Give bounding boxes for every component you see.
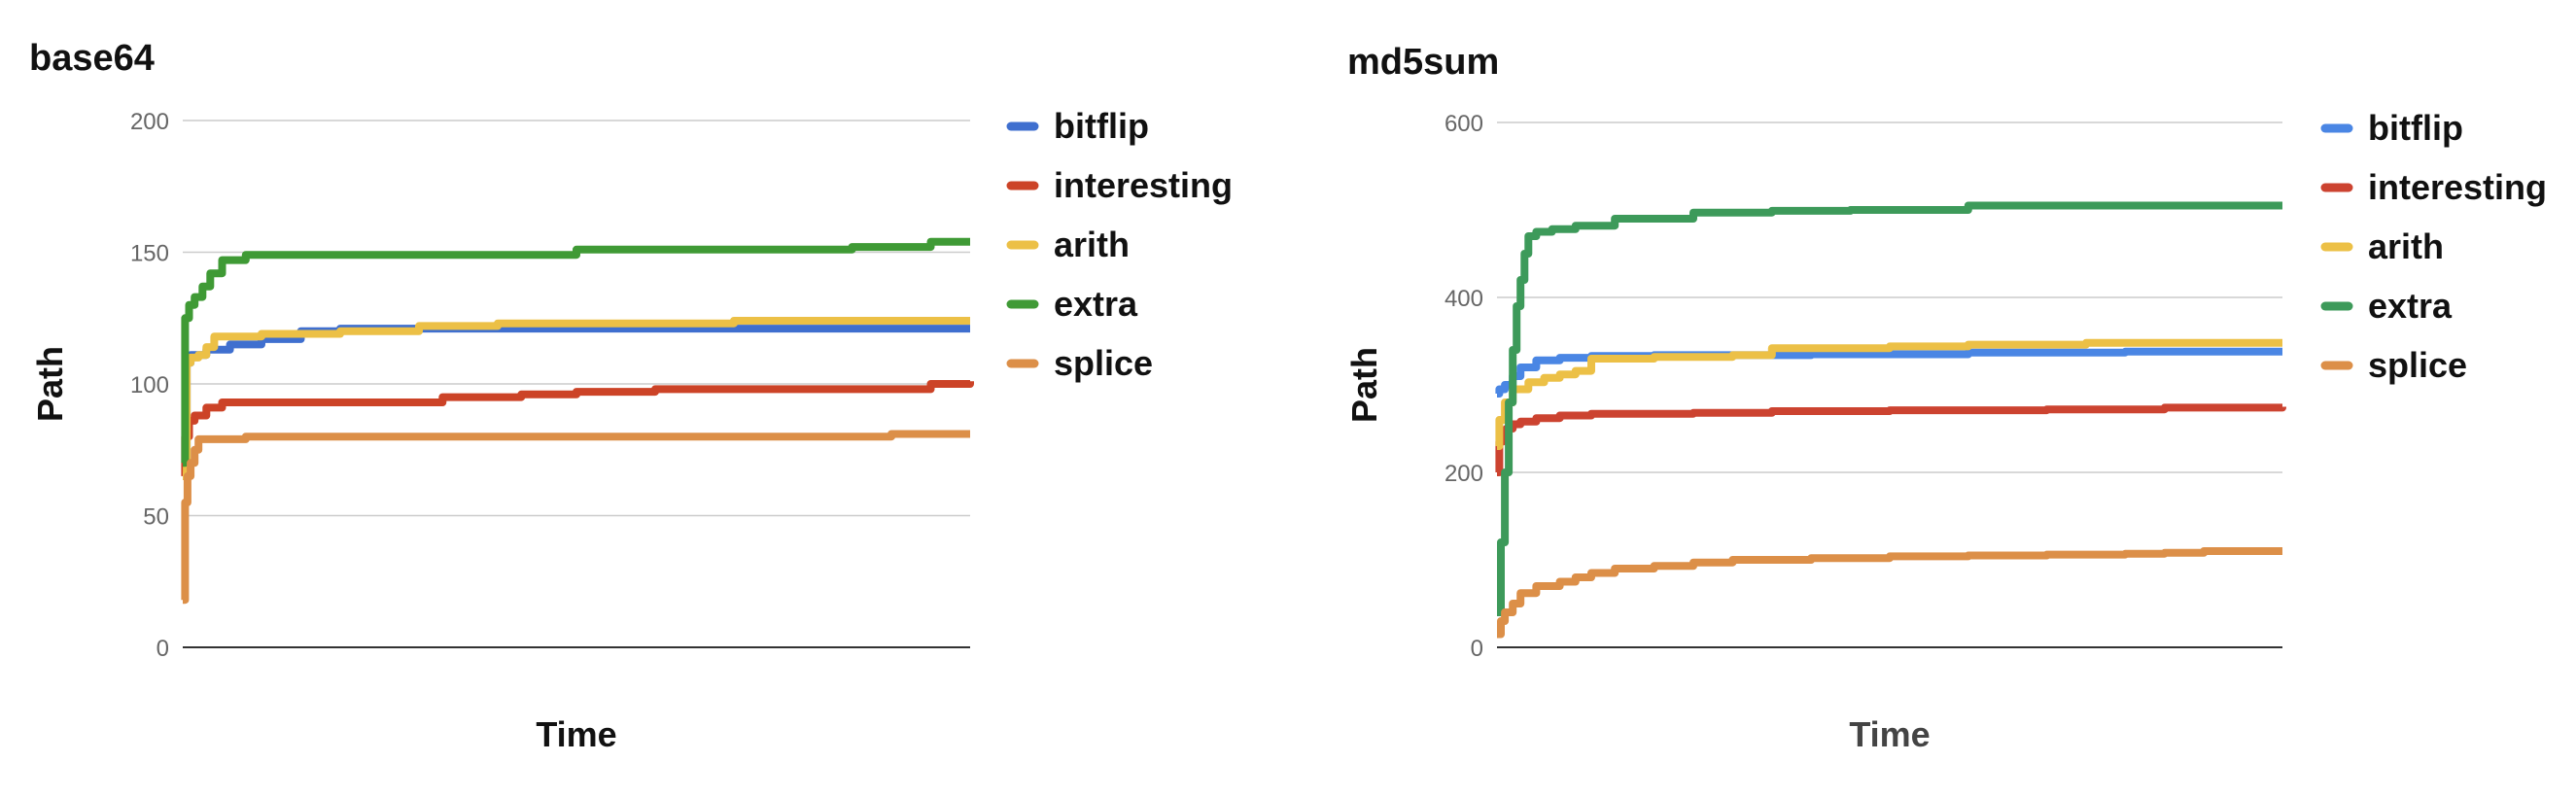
chart-0: base64 0 50 100 150 200 Path Time bitflip interes… [29, 38, 1233, 754]
legend-label-interesting: interesting [2368, 167, 2547, 207]
y-tick-label: 600 [1445, 111, 1483, 137]
series-line-extra [181, 237, 970, 468]
y-tick-label: 100 [130, 372, 169, 398]
legend-label-bitflip: bitflip [2368, 108, 2463, 148]
x-axis-label: Time [1849, 714, 1930, 754]
y-tick-label: 200 [1445, 461, 1483, 487]
series-line-arith [1495, 338, 2282, 450]
y-tick-label: 50 [143, 504, 169, 531]
legend-label-interesting: interesting [1054, 165, 1233, 205]
y-tick-label: 0 [157, 636, 169, 662]
x-axis-label: Time [536, 714, 616, 754]
legend-label-arith: arith [2368, 226, 2444, 266]
chart-title: base64 [29, 38, 155, 79]
y-tick-label: 400 [1445, 286, 1483, 312]
y-tick-label: 200 [130, 109, 169, 135]
legend-label-splice: splice [1054, 343, 1153, 383]
chart-1: md5sum 0 200 400 600 Path Time bitflip interesti… [1344, 42, 2547, 754]
series-line-interesting [1495, 403, 2286, 476]
legend-label-bitflip: bitflip [1054, 106, 1149, 146]
series-line-splice [181, 430, 970, 605]
series-line-bitflip [1495, 347, 2282, 398]
series-line-arith [183, 317, 970, 480]
y-tick-label: 0 [1471, 636, 1483, 662]
y-axis-label: Path [1344, 347, 1384, 423]
series-line-extra [1497, 201, 2282, 616]
y-axis-label: Path [30, 346, 70, 422]
y-tick-label: 150 [130, 241, 169, 267]
legend-label-splice: splice [2368, 345, 2467, 385]
series-line-interesting [181, 380, 974, 480]
series-line-splice [1497, 547, 2282, 639]
chart-title: md5sum [1347, 42, 1499, 83]
legend-label-extra: extra [1054, 284, 1138, 324]
legend-label-arith: arith [1054, 225, 1130, 264]
legend-label-extra: extra [2368, 286, 2453, 326]
